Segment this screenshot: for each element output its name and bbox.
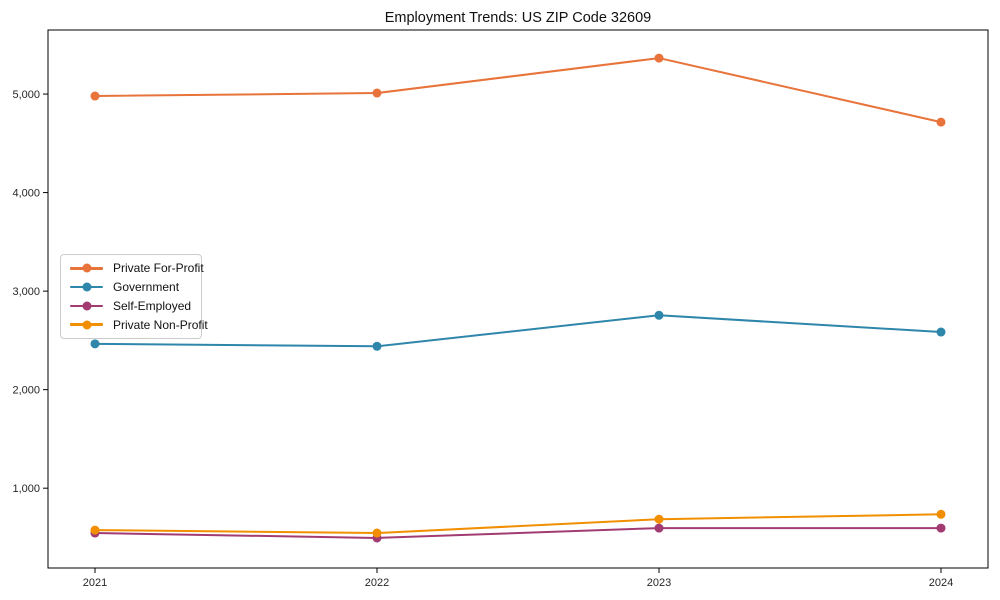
y-axis: 1,000 2,000 3,000 4,000 5,000 bbox=[12, 89, 48, 495]
legend-item: Private Non-Profit bbox=[70, 315, 208, 334]
legend-line-marker-icon bbox=[70, 282, 103, 292]
legend-item-label: Government bbox=[113, 280, 180, 295]
y-tick-label: 5,000 bbox=[12, 89, 40, 101]
data-point bbox=[654, 514, 664, 524]
x-tick-label: 2023 bbox=[647, 577, 671, 589]
legend-dot-icon bbox=[82, 263, 91, 273]
legend-item-label: Private For-Profit bbox=[113, 261, 204, 276]
series-line bbox=[94, 513, 942, 535]
legend-item-label: Private Non-Profit bbox=[113, 317, 208, 332]
series-government bbox=[90, 310, 946, 351]
data-point bbox=[90, 91, 100, 101]
data-point bbox=[936, 117, 946, 127]
x-tick-label: 2021 bbox=[83, 577, 107, 589]
data-point bbox=[90, 339, 100, 349]
data-point bbox=[936, 327, 946, 337]
series-private-for-profit bbox=[90, 53, 946, 127]
legend-dot-icon bbox=[82, 282, 91, 292]
legend-line-marker-icon bbox=[70, 320, 103, 330]
data-point bbox=[90, 525, 100, 535]
y-tick-label: 1,000 bbox=[12, 483, 40, 495]
data-point bbox=[654, 523, 664, 533]
legend-item: Government bbox=[70, 278, 195, 297]
x-tick-label: 2022 bbox=[365, 577, 389, 589]
y-tick-label: 4,000 bbox=[12, 188, 40, 200]
y-tick-label: 3,000 bbox=[12, 286, 40, 298]
y-tick-label: 2,000 bbox=[12, 385, 40, 397]
chart-title: Employment Trends: US ZIP Code 32609 bbox=[384, 10, 652, 26]
legend-item-label: Self-Employed bbox=[113, 298, 192, 313]
data-point bbox=[372, 341, 382, 351]
legend-line-marker-icon bbox=[70, 301, 103, 311]
legend-item: Private For-Profit bbox=[70, 259, 204, 278]
series-line bbox=[94, 57, 942, 124]
legend-dot-icon bbox=[82, 320, 91, 330]
data-point bbox=[372, 88, 382, 98]
data-point bbox=[936, 509, 946, 519]
plot-border bbox=[47, 29, 989, 569]
series-private-non-profit bbox=[90, 509, 946, 538]
x-tick-label: 2024 bbox=[929, 577, 953, 589]
data-point bbox=[654, 53, 664, 63]
legend-line-marker-icon bbox=[70, 263, 103, 273]
data-point bbox=[936, 523, 946, 533]
legend-item: Self-Employed bbox=[70, 297, 195, 316]
series-line bbox=[94, 527, 942, 539]
series-line bbox=[94, 314, 942, 348]
x-axis: 2021 2022 2023 2024 bbox=[83, 568, 953, 589]
data-point bbox=[654, 310, 664, 320]
data-point bbox=[372, 528, 382, 538]
legend-dot-icon bbox=[82, 301, 91, 311]
legend: Private For-Profit Government Self-Emplo… bbox=[60, 254, 208, 339]
